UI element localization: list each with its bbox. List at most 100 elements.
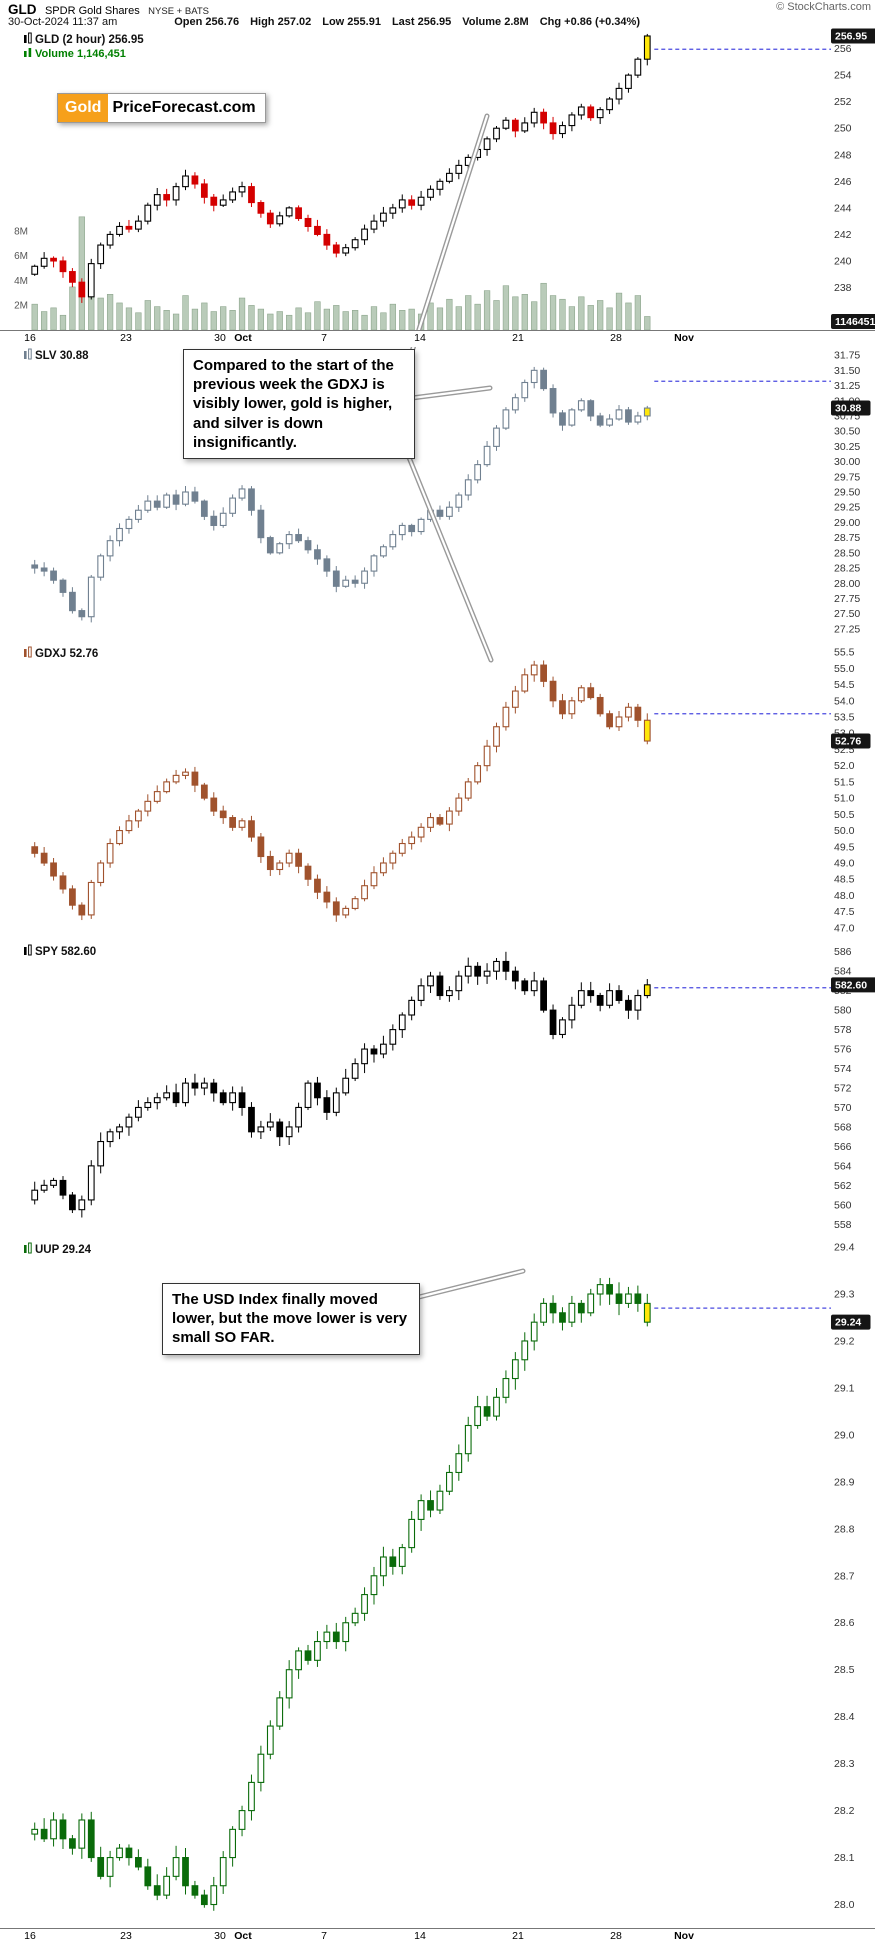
svg-text:574: 574 bbox=[834, 1063, 852, 1075]
exchange-label: NYSE + BATS bbox=[148, 6, 209, 17]
svg-text:576: 576 bbox=[834, 1044, 852, 1056]
svg-text:30.00: 30.00 bbox=[834, 456, 860, 468]
last-price-label: 52.76 bbox=[835, 736, 861, 748]
svg-text:29.75: 29.75 bbox=[834, 471, 860, 483]
x-axis-label: 28 bbox=[610, 1930, 622, 1942]
x-axis-label: 30 bbox=[214, 332, 226, 344]
x-axis-label: 7 bbox=[321, 1930, 327, 1942]
svg-text:29.2: 29.2 bbox=[834, 1335, 855, 1347]
svg-text:28.50: 28.50 bbox=[834, 547, 860, 559]
last-price-label: 256.95 bbox=[835, 30, 867, 42]
svg-text:28.25: 28.25 bbox=[834, 563, 860, 575]
svg-text:27.50: 27.50 bbox=[834, 608, 860, 620]
header-row-2: 30-Oct-2024 11:37 am Open 256.76 High 257.… bbox=[8, 16, 640, 28]
symbol-name: SPDR Gold Shares bbox=[44, 5, 140, 17]
datetime-label: 30-Oct-2024 11:37 am bbox=[8, 16, 118, 28]
svg-text:578: 578 bbox=[834, 1024, 852, 1036]
svg-text:50.0: 50.0 bbox=[834, 825, 855, 837]
x-axis-label: 16 bbox=[24, 332, 36, 344]
svg-text:29.25: 29.25 bbox=[834, 502, 860, 514]
svg-text:28.7: 28.7 bbox=[834, 1570, 855, 1582]
x-axis-label: Oct bbox=[234, 1930, 252, 1942]
x-axis-label: 14 bbox=[414, 1930, 426, 1942]
svg-text:28.5: 28.5 bbox=[834, 1664, 855, 1676]
svg-text:55.0: 55.0 bbox=[834, 663, 855, 675]
volume-axis-labels: 8M 6M 4M 2M bbox=[14, 227, 28, 312]
symbol-ticker: GLD bbox=[8, 2, 37, 17]
y-axis-labels: 31.7531.5031.2531.0030.7530.5030.2530.00… bbox=[834, 350, 860, 636]
svg-text:27.25: 27.25 bbox=[834, 623, 860, 635]
candlestick-icon bbox=[28, 1242, 32, 1254]
y-axis-labels: 256 254 252 250 248 246 244 242 240 238 bbox=[834, 43, 852, 294]
x-axis-label: 21 bbox=[512, 1930, 524, 1942]
svg-text:566: 566 bbox=[834, 1141, 852, 1153]
slv-annotation-note: Compared to the start of the previous we… bbox=[183, 349, 415, 459]
svg-text:29.50: 29.50 bbox=[834, 487, 860, 499]
svg-text:29.4: 29.4 bbox=[834, 1242, 855, 1254]
svg-text:254: 254 bbox=[834, 70, 852, 82]
svg-text:246: 246 bbox=[834, 176, 852, 188]
x-axis-label: 28 bbox=[610, 332, 622, 344]
svg-text:564: 564 bbox=[834, 1160, 852, 1172]
candles bbox=[31, 660, 651, 922]
candles bbox=[31, 1277, 651, 1911]
svg-text:580: 580 bbox=[834, 1005, 852, 1017]
svg-text:54.5: 54.5 bbox=[834, 679, 855, 691]
svg-text:586: 586 bbox=[834, 946, 852, 958]
candlestick-icon bbox=[24, 35, 27, 43]
logo-rest-text: PriceForecast.com bbox=[112, 99, 256, 116]
svg-text:250: 250 bbox=[834, 123, 852, 135]
goldpriceforecast-logo: Gold PriceForecast.com bbox=[57, 93, 266, 123]
candlestick-icon bbox=[28, 32, 32, 44]
candlestick-icon bbox=[28, 944, 32, 956]
quote-low: Low 255.91 bbox=[322, 16, 381, 28]
svg-text:248: 248 bbox=[834, 149, 852, 161]
svg-text:31.75: 31.75 bbox=[834, 350, 860, 362]
svg-text:54.0: 54.0 bbox=[834, 695, 855, 707]
x-axis-label: 23 bbox=[120, 1930, 132, 1942]
svg-text:8M: 8M bbox=[14, 227, 28, 238]
volume-value-box bbox=[831, 314, 875, 329]
panel-spy: 5865845825805785765745725705685665645625… bbox=[24, 944, 875, 1231]
candlestick-icon bbox=[24, 351, 27, 359]
svg-text:584: 584 bbox=[834, 966, 852, 978]
svg-text:27.75: 27.75 bbox=[834, 593, 860, 605]
quote-summary: Open 256.76 High 257.02 Low 255.91 Last 256… bbox=[163, 16, 640, 28]
volume-bars bbox=[31, 216, 651, 331]
svg-text:49.5: 49.5 bbox=[834, 841, 855, 853]
x-axis-label: Nov bbox=[674, 332, 694, 344]
svg-text:31.50: 31.50 bbox=[834, 365, 860, 377]
panel-title: GDXJ 52.76 bbox=[35, 648, 98, 660]
last-price-box bbox=[831, 1314, 871, 1330]
quote-volume: Volume 2.8M bbox=[462, 16, 529, 28]
svg-text:256: 256 bbox=[834, 43, 852, 55]
candlestick-icon bbox=[24, 1245, 27, 1253]
svg-text:28.8: 28.8 bbox=[834, 1523, 855, 1535]
svg-text:28.1: 28.1 bbox=[834, 1852, 855, 1864]
svg-text:572: 572 bbox=[834, 1083, 852, 1095]
candles bbox=[31, 951, 651, 1218]
chart-header: GLD SPDR Gold Shares NYSE + BATS © Stock… bbox=[0, 0, 875, 30]
last-price-label: 30.88 bbox=[835, 403, 861, 415]
svg-text:52.0: 52.0 bbox=[834, 760, 855, 772]
svg-text:28.75: 28.75 bbox=[834, 532, 860, 544]
y-axis-labels: 55.555.054.554.053.553.052.552.051.551.0… bbox=[834, 647, 855, 935]
copyright-label: © StockCharts.com bbox=[776, 1, 871, 13]
quote-open: Open 256.76 bbox=[174, 16, 240, 28]
header-row-1: GLD SPDR Gold Shares NYSE + BATS © Stock… bbox=[8, 1, 871, 19]
svg-text:244: 244 bbox=[834, 202, 852, 214]
svg-text:51.5: 51.5 bbox=[834, 776, 855, 788]
svg-text:29.1: 29.1 bbox=[834, 1382, 855, 1394]
last-price-box bbox=[831, 400, 871, 416]
x-axis-label: Oct bbox=[234, 332, 252, 344]
x-axis-label: 23 bbox=[120, 332, 132, 344]
panel-gld: 256 254 252 250 248 246 244 242 240 238 8M 6M 4M 2M 25… bbox=[14, 28, 875, 331]
svg-text:29.0: 29.0 bbox=[834, 1429, 855, 1441]
candlestick-icon bbox=[24, 649, 27, 657]
svg-text:568: 568 bbox=[834, 1121, 852, 1133]
candlestick-icon bbox=[24, 947, 27, 955]
x-axis-label: 21 bbox=[512, 332, 524, 344]
quote-chg: Chg +0.86 (+0.34%) bbox=[539, 16, 640, 28]
svg-text:28.0: 28.0 bbox=[834, 1899, 855, 1911]
